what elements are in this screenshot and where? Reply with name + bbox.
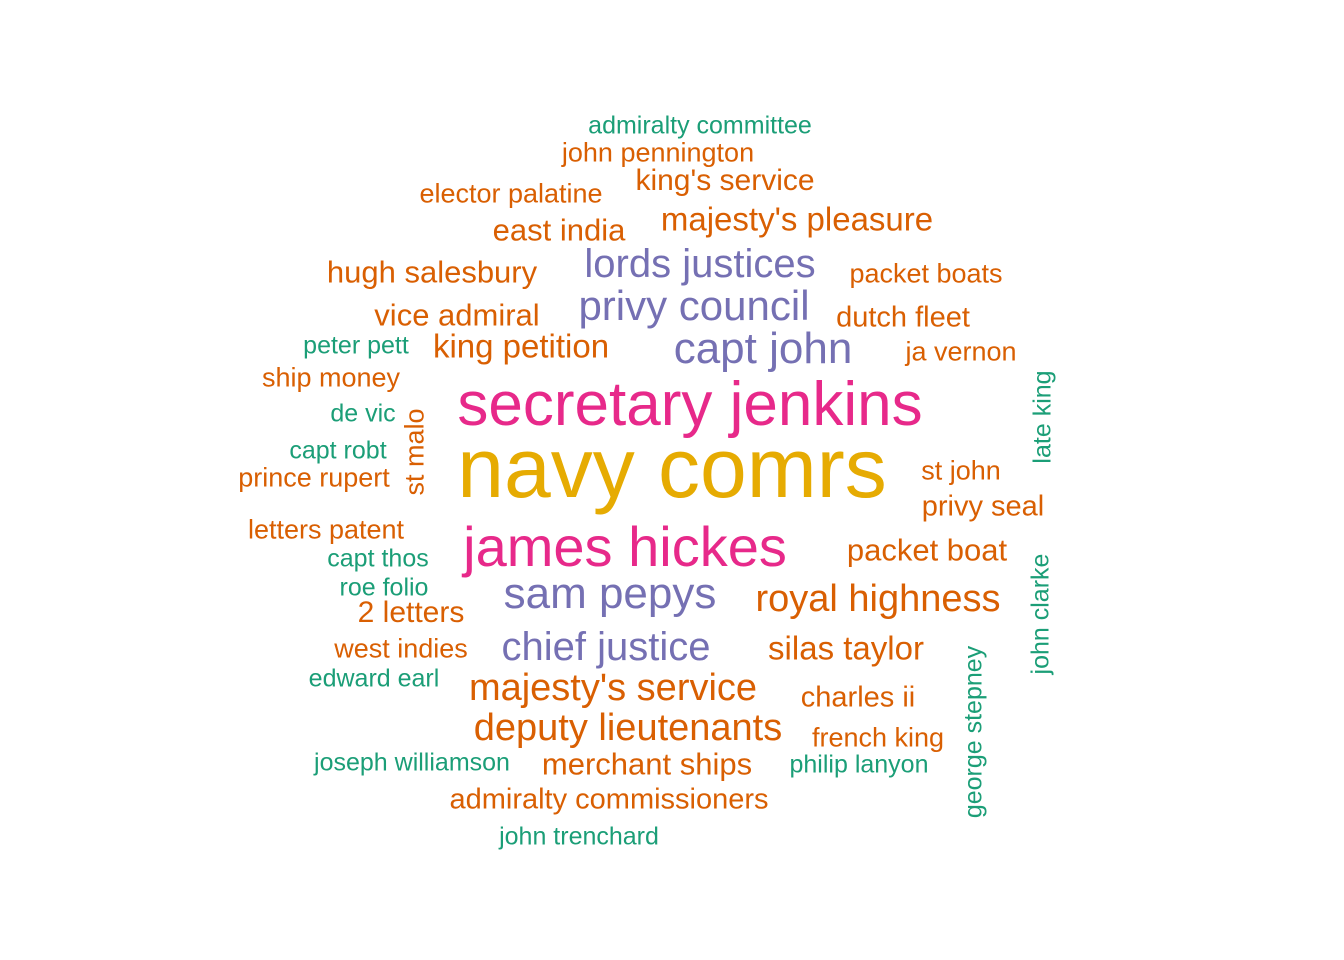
word-de-vic: de vic	[330, 399, 396, 428]
word-packet-boats: packet boats	[849, 258, 1003, 289]
word-ship-money: ship money	[261, 362, 401, 393]
word-prince-rupert: prince rupert	[238, 462, 390, 493]
word-king-petition: king petition	[432, 327, 610, 365]
word-dutch-fleet: dutch fleet	[836, 301, 970, 334]
word-roe-folio: roe folio	[339, 573, 429, 602]
word-french-king: french king	[811, 722, 945, 753]
word-edward-earl: edward earl	[308, 664, 440, 693]
word-george-stepney: george stepney	[959, 645, 988, 819]
word-privy-seal: privy seal	[921, 490, 1045, 523]
word-2-letters: 2 letters	[357, 596, 465, 629]
word-silas-taylor: silas taylor	[768, 629, 924, 667]
word-late-king: late king	[1028, 370, 1057, 464]
word-vice-admiral: vice admiral	[374, 297, 540, 333]
word-john-trenchard: john trenchard	[499, 822, 659, 851]
word-west-indies: west indies	[334, 633, 468, 664]
word-st-malo: st malo	[399, 408, 430, 496]
word-admiralty-commissioners: admiralty commissioners	[449, 783, 769, 816]
word-capt-thos: capt thos	[327, 544, 429, 573]
word-navy-comrs: navy comrs	[457, 421, 887, 515]
word-majestys-service: majesty's service	[468, 667, 758, 709]
word-ja-vernon: ja vernon	[905, 336, 1017, 367]
word-letters-patent: letters patent	[247, 514, 405, 545]
word-packet-boat: packet boat	[846, 532, 1008, 568]
word-sam-pepys: sam pepys	[503, 569, 717, 618]
word-east-india: east india	[492, 212, 626, 248]
word-royal-highness: royal highness	[755, 578, 1001, 620]
word-james-hickes: james hickes	[463, 515, 787, 578]
word-privy-council: privy council	[578, 282, 810, 329]
word-lords-justices: lords justices	[584, 242, 816, 286]
word-secretary-jenkins: secretary jenkins	[457, 370, 923, 439]
word-majestys-pleasure: majesty's pleasure	[660, 200, 934, 238]
word-merchant-ships: merchant ships	[541, 746, 753, 782]
word-philip-lanyon: philip lanyon	[789, 750, 929, 779]
word-elector-palatine: elector palatine	[419, 178, 603, 209]
word-chief-justice: chief justice	[501, 625, 711, 669]
word-joseph-williamson: joseph williamson	[314, 748, 510, 777]
word-admiralty-committee: admiralty committee	[588, 111, 812, 140]
word-john-pennington: john pennington	[561, 137, 755, 168]
word-capt-john: capt john	[673, 324, 853, 373]
word-charles-ii: charles ii	[800, 681, 916, 714]
word-hugh-salesbury: hugh salesbury	[326, 254, 538, 290]
word-capt-robt: capt robt	[289, 436, 387, 465]
word-st-john: st john	[921, 455, 1001, 486]
word-peter-pett: peter pett	[303, 331, 409, 360]
word-deputy-lieutenants: deputy lieutenants	[473, 707, 783, 749]
word-john-clarke: john clarke	[1026, 553, 1055, 675]
word-kings-service: king's service	[635, 164, 815, 197]
